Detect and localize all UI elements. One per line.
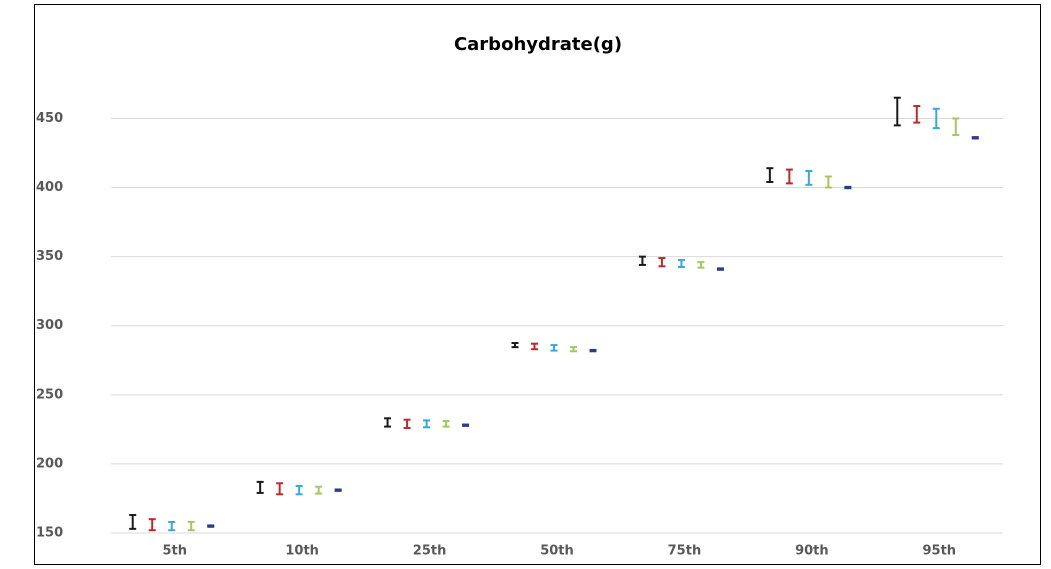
chart-title: Carbohydrate(g) (454, 34, 622, 55)
x-tick-label: 50th (540, 544, 574, 559)
y-tick-label: 250 (36, 387, 63, 402)
x-tick-label: 95th (923, 544, 957, 559)
x-tick-label: 25th (413, 544, 447, 559)
y-tick-label: 350 (36, 249, 63, 264)
y-tick-label: 450 (36, 111, 63, 126)
y-tick-label: 400 (36, 180, 63, 195)
y-tick-label: 200 (36, 456, 63, 471)
x-tick-label: 5th (162, 544, 187, 559)
x-tick-label: 75th (668, 544, 702, 559)
x-tick-label: 90th (795, 544, 829, 559)
x-tick-label: 10th (285, 544, 319, 559)
y-tick-label: 300 (36, 318, 63, 333)
chart-frame (34, 4, 1041, 565)
y-tick-label: 150 (36, 526, 63, 541)
